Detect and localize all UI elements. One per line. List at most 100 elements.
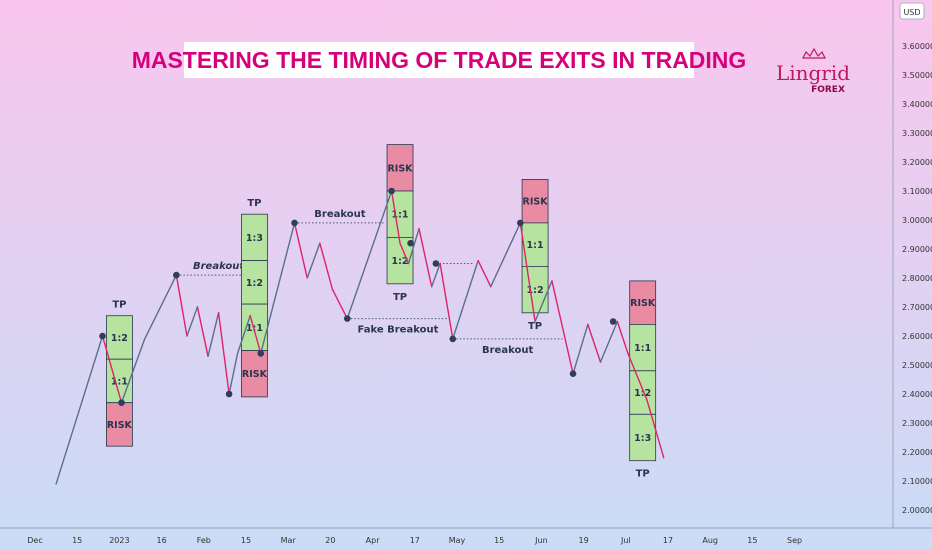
price-segment	[249, 315, 262, 355]
level-label: Breakout	[314, 209, 365, 220]
risk-zone	[629, 280, 657, 325]
x-tick-label: 19	[579, 536, 589, 545]
price-segment	[534, 280, 553, 323]
price-segment	[627, 352, 648, 401]
x-tick-label: 17	[663, 536, 673, 545]
price-segment	[399, 242, 410, 265]
logo: Lingrid FOREX	[776, 47, 850, 95]
price-segment	[217, 312, 230, 395]
x-tick-label: Jun	[534, 536, 548, 545]
x-tick-label: 16	[157, 536, 167, 545]
time-axis[interactable]: Dec 15 2023 16 Feb 15 Mar 20 Apr 17 May 15 Jun 19 Jul 1…	[27, 536, 802, 545]
price-segment	[55, 335, 104, 485]
level-label: Fake Breakout	[357, 325, 438, 336]
price-segment	[407, 227, 420, 265]
pivot-point	[257, 350, 265, 357]
price-segment	[144, 274, 178, 340]
price-segment	[175, 274, 188, 337]
title-group: MASTERING THE TIMING OF TRADE EXITS IN T…	[132, 42, 747, 78]
price-axis[interactable]: 3.60000 3.50000 3.40000 3.30000 3.20000 3.100…	[902, 42, 932, 515]
currency-badge[interactable]: USD	[899, 2, 925, 20]
price-segment	[587, 323, 602, 363]
zone-label: RISK	[630, 298, 656, 309]
y-tick-label: 2.80000	[902, 274, 932, 283]
y-tick-label: 3.20000	[902, 158, 932, 167]
y-tick-label: 3.40000	[902, 100, 932, 109]
tp-zone	[629, 370, 657, 415]
tp-zone	[521, 265, 549, 314]
zone-label: 1:1	[527, 240, 544, 251]
price-segment	[293, 222, 308, 279]
price-segment	[120, 338, 146, 404]
y-tick-label: 3.30000	[902, 129, 932, 138]
price-segment	[551, 280, 574, 375]
tp-zone	[629, 323, 657, 372]
y-tick-label: 3.10000	[902, 187, 932, 196]
price-segment	[519, 222, 536, 323]
price-segment	[572, 323, 589, 375]
zone-label: 1:2	[246, 278, 263, 289]
x-tick-label: Sep	[787, 536, 802, 545]
price-segment	[452, 259, 479, 340]
pivot-point	[449, 335, 457, 343]
x-tick-label: 15	[72, 536, 82, 545]
zone-label: RISK	[242, 369, 268, 380]
tp-zone	[106, 315, 133, 360]
x-tick-label: 15	[747, 536, 757, 545]
price-segment	[477, 259, 492, 288]
y-tick-label: 3.60000	[902, 42, 932, 51]
risk-reward-boxes: 1:2 1:1 RISK TP 1:3 1:2 1:1 RISK TP RISK 1:1 1:2 TP R…	[106, 144, 657, 480]
price-segment	[646, 399, 665, 459]
x-tick-label: Mar	[281, 536, 297, 545]
price-segment	[390, 190, 401, 244]
price-segment	[207, 312, 220, 357]
tp-label: TP	[112, 300, 126, 311]
price-segment	[331, 288, 348, 320]
zone-label: 1:2	[111, 333, 128, 344]
price-segment	[260, 222, 296, 355]
risk-zone	[386, 144, 414, 192]
x-tick-label: 20	[325, 536, 335, 545]
breakout-levels: Breakout Breakout Fake Breakout Breakout	[176, 209, 563, 356]
tp-zone	[629, 413, 657, 462]
price-segment	[186, 306, 199, 337]
tp-zone	[241, 213, 268, 261]
pivot-point	[569, 370, 577, 378]
x-tick-label: Aug	[702, 536, 718, 545]
title-banner	[184, 42, 694, 78]
y-tick-label: 2.70000	[902, 303, 932, 312]
logo-subtext: FOREX	[811, 85, 845, 95]
price-segment	[236, 315, 251, 355]
zone-label: 1:3	[246, 233, 263, 244]
price-segment	[346, 190, 393, 320]
currency-label: USD	[903, 8, 920, 17]
price-segment	[196, 306, 209, 357]
price-segment	[599, 320, 619, 363]
price-segment	[101, 335, 123, 404]
pivot-point	[609, 318, 617, 325]
pivot-point	[517, 219, 524, 227]
price-segment	[228, 352, 239, 395]
pivot-markers	[99, 187, 617, 407]
zone-label: 1:1	[634, 343, 651, 354]
zone-label: RISK	[387, 163, 413, 174]
y-tick-label: 3.50000	[902, 71, 932, 80]
price-segment	[319, 242, 334, 291]
y-tick-label: 2.40000	[902, 390, 932, 399]
y-tick-label: 2.10000	[902, 477, 932, 486]
zone-label: RISK	[107, 420, 133, 431]
zone-label: 1:3	[634, 433, 651, 444]
page-title: MASTERING THE TIMING OF TRADE EXITS IN T…	[132, 47, 747, 73]
risk-zone	[241, 350, 268, 398]
y-tick-label: 2.50000	[902, 361, 932, 370]
x-tick-label: Jul	[620, 536, 631, 545]
zone-label: RISK	[523, 197, 549, 208]
x-tick-label: Dec	[27, 536, 42, 545]
price-segment	[439, 262, 454, 340]
pivot-point	[118, 399, 125, 407]
tp-label: TP	[393, 292, 407, 303]
pivot-point	[291, 219, 298, 227]
y-tick-label: 2.20000	[902, 448, 932, 457]
price-segment	[490, 222, 521, 288]
